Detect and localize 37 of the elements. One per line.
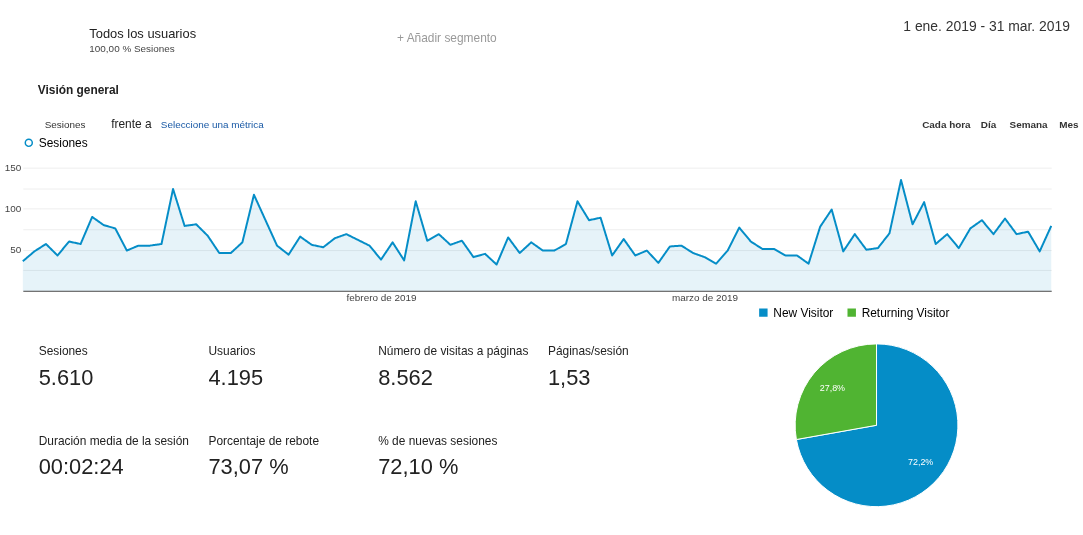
text: Número de visitas a páginas	[378, 344, 529, 359]
text: 4.195	[208, 365, 264, 391]
text: Seleccione una métrica	[160, 118, 265, 130]
x-tick-label: febrero de 2019	[346, 292, 417, 304]
text: 1 ene. 2019 - 31 mar. 2019	[903, 17, 1071, 34]
text: Día	[980, 118, 997, 130]
y-tick-label: 100	[4, 203, 22, 215]
text: % de nuevas sesiones	[378, 433, 498, 448]
text: Todos los usuarios	[89, 25, 197, 41]
text: Duración media de la sesión	[38, 433, 189, 448]
text: Usuarios	[208, 344, 256, 359]
text: 73,07 %	[208, 454, 289, 480]
text: 5.610	[38, 365, 94, 391]
text: Páginas/sesión	[547, 344, 629, 359]
text: + Añadir segmento	[397, 30, 498, 45]
text: Sesiones	[44, 118, 86, 130]
legend-label: New Visitor	[773, 305, 834, 320]
text: 72,10 %	[378, 454, 459, 480]
text: 1,53	[547, 365, 591, 391]
data-label: 27,8%	[819, 383, 846, 394]
text: Cada hora	[922, 118, 972, 130]
y-tick-label: 50	[10, 244, 22, 256]
data-label: 72,2%	[908, 457, 934, 468]
text: frente a	[111, 116, 152, 131]
text: Sesiones	[38, 344, 88, 359]
text: 8.562	[378, 365, 433, 391]
text: 00:02:24	[38, 454, 124, 480]
text: 100,00 % Sesiones	[89, 42, 175, 54]
text: Porcentaje de rebote	[208, 433, 320, 448]
y-tick-label: 150	[4, 162, 22, 174]
text: Visión general	[37, 83, 119, 98]
legend-label: Returning Visitor	[861, 305, 950, 320]
text: Mes	[1059, 118, 1079, 130]
legend-label: Sesiones	[38, 135, 88, 150]
x-tick-label: marzo de 2019	[672, 292, 739, 304]
pie-slice	[795, 343, 959, 508]
text: Semana	[1009, 118, 1049, 130]
